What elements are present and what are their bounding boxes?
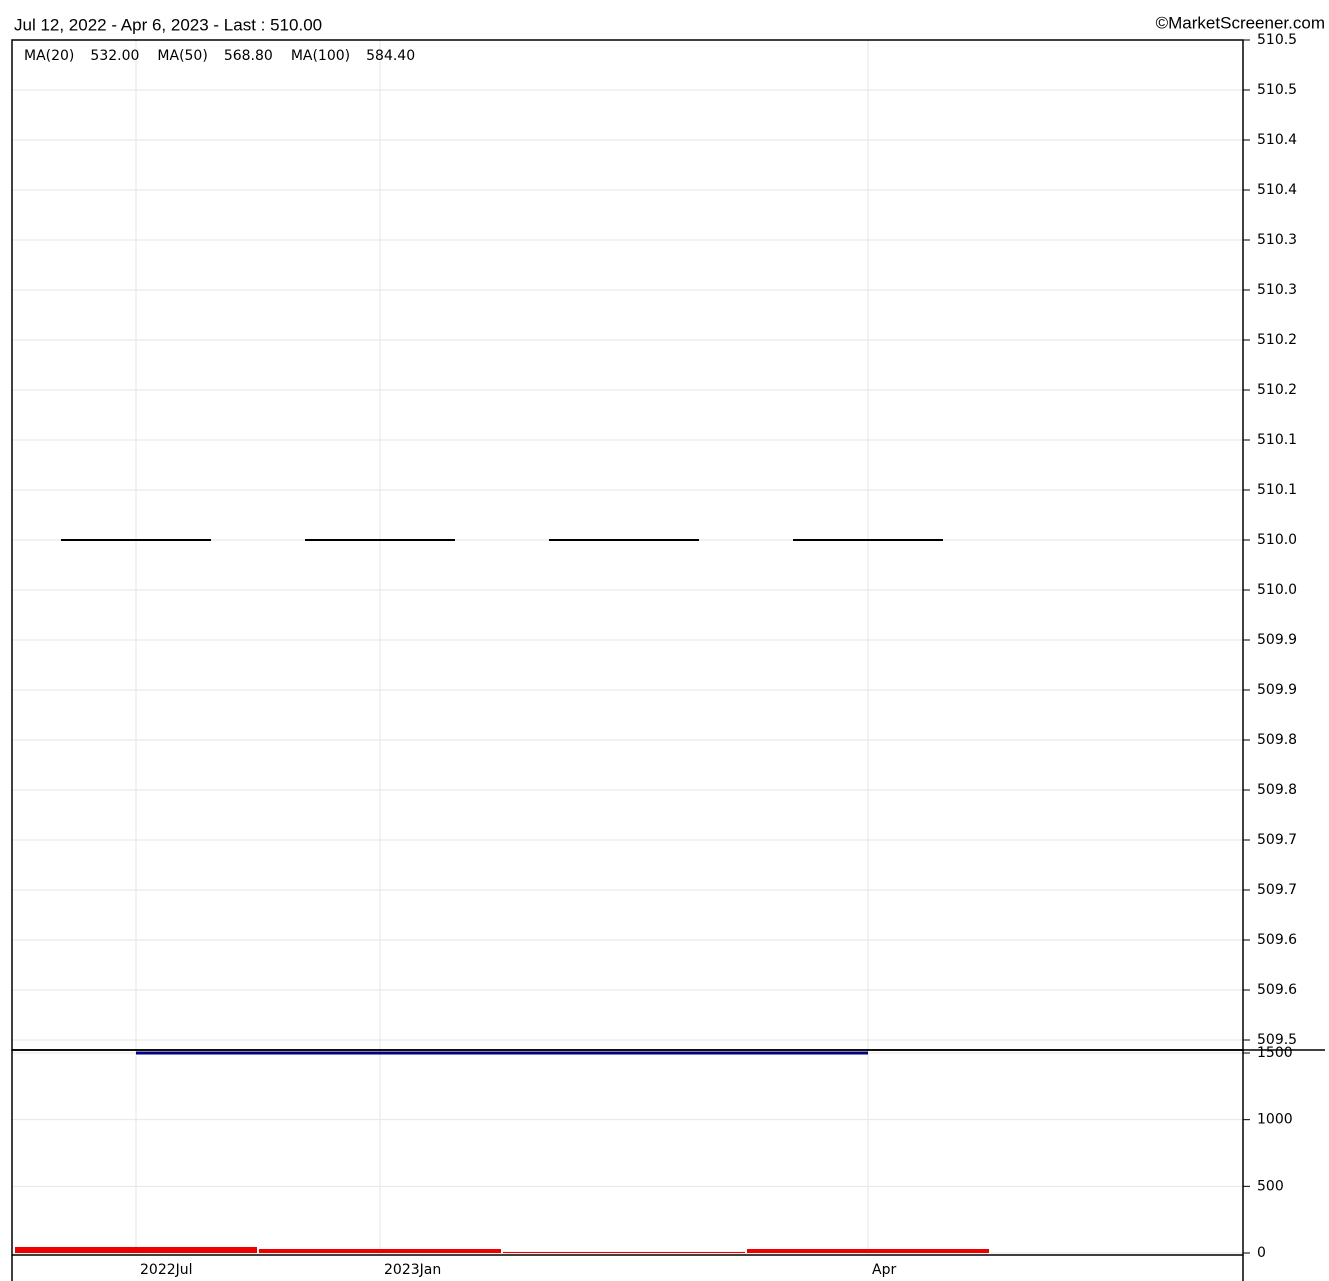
y-tick-label: 510.4	[1257, 182, 1297, 198]
y-tick-label: 509.5	[1257, 1032, 1297, 1048]
y-tick-label: 510.5	[1257, 32, 1297, 48]
y-tick-label: 510.5	[1257, 82, 1297, 98]
y-tick-label: 510.0	[1257, 532, 1297, 548]
y-tick-label: 509.7	[1257, 882, 1297, 898]
legend-value: 532.00	[90, 48, 139, 64]
y-tick-label: 0	[1257, 1245, 1266, 1261]
volume-bar	[259, 1249, 501, 1253]
y-tick-label: 510.4	[1257, 132, 1297, 148]
legend-name: MA(20)	[24, 48, 74, 64]
y-tick-label: 509.9	[1257, 632, 1297, 648]
y-tick-label: 500	[1257, 1178, 1284, 1194]
volume-bar	[503, 1251, 745, 1253]
y-tick-label: 1500	[1257, 1045, 1293, 1061]
y-tick-label: 509.7	[1257, 832, 1297, 848]
legend-value: 584.40	[366, 48, 415, 64]
y-tick-label: 510.2	[1257, 332, 1297, 348]
y-tick-label: 510.0	[1257, 582, 1297, 598]
legend-name: MA(50)	[157, 48, 207, 64]
legend-value: 568.80	[224, 48, 273, 64]
volume-bar	[15, 1247, 257, 1253]
volume-bar	[747, 1249, 989, 1253]
x-tick-label: Apr	[872, 1262, 896, 1278]
chart-title: Jul 12, 2022 - Apr 6, 2023 - Last : 510.…	[14, 15, 322, 34]
x-tick-label: 2022Jul	[140, 1262, 193, 1278]
y-tick-label: 509.9	[1257, 682, 1297, 698]
y-tick-label: 509.8	[1257, 782, 1297, 798]
y-tick-label: 509.8	[1257, 732, 1297, 748]
legend-name: MA(100)	[291, 48, 350, 64]
credit: ©MarketScreener.com	[1156, 13, 1325, 32]
y-tick-label: 510.3	[1257, 282, 1297, 298]
y-tick-label: 509.6	[1257, 932, 1297, 948]
y-tick-label: 510.2	[1257, 382, 1297, 398]
x-tick-label: 2023Jan	[384, 1262, 441, 1278]
y-tick-label: 509.6	[1257, 982, 1297, 998]
y-tick-label: 510.1	[1257, 482, 1297, 498]
y-tick-label: 1000	[1257, 1112, 1293, 1128]
y-tick-label: 510.1	[1257, 432, 1297, 448]
y-tick-label: 510.3	[1257, 232, 1297, 248]
